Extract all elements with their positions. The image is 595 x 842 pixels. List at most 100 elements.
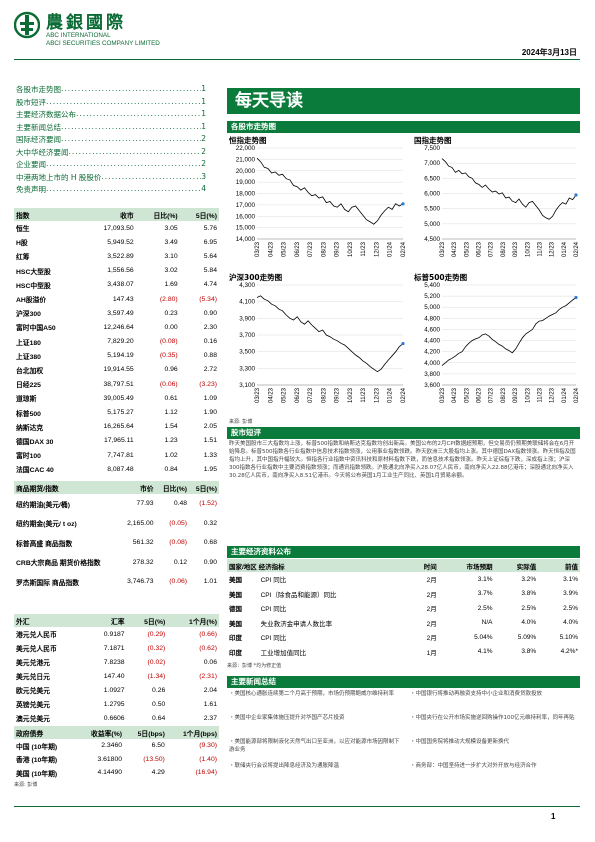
table-cell: 5.09%	[517, 633, 537, 641]
table-cell: 3.02	[164, 267, 178, 275]
y-tick-label: 4,300	[239, 282, 255, 289]
table-cell: (2.31)	[199, 672, 217, 680]
toc-leader: ........................................…	[46, 159, 201, 168]
x-tick-label: 08/23	[321, 241, 327, 257]
toc-item[interactable]: 大中华经济要闻.................................…	[16, 147, 206, 160]
toc-item[interactable]: 中港两地上市的 H 股股价...........................…	[16, 172, 206, 185]
y-tick-label: 3,500	[239, 349, 255, 356]
table-row: HSC大型股 1,556.56 3.02 5.84	[14, 264, 219, 278]
y-tick-label: 4,600	[424, 326, 440, 333]
x-tick-label: 02/24	[574, 241, 580, 257]
x-tick-label: 04/23	[268, 241, 274, 257]
table-cell: 沪深300	[16, 311, 41, 319]
table-cell: 印度	[229, 649, 242, 657]
table-row: 上证180 7,829.20 (0.08) 0.16	[14, 335, 219, 349]
x-tick-label: 12/23	[374, 241, 380, 257]
toc-page: 4	[201, 184, 206, 193]
y-tick-label: 3,300	[239, 365, 255, 372]
last-point	[574, 295, 578, 300]
toc-item[interactable]: 免责声明....................................…	[16, 184, 206, 197]
table-header: 指数 收市 日比(%) 5日(%)	[14, 208, 219, 221]
table-cell: 英镑兑美元	[16, 702, 50, 709]
table-row: 香港 (10年期) 3.61800 (13.50) (1.40)	[14, 753, 219, 767]
x-tick-label: 02/24	[574, 387, 580, 403]
econ-table: 国家/地区 经济指标 时间 市场预期 实际值 前值 美国 CPI 同比 2月 3.1% 3.2% 3…	[227, 559, 580, 669]
y-tick-label: 21,000	[236, 156, 256, 163]
x-tick-label: 03/23	[440, 387, 446, 403]
toc-title: 大中华经济要闻	[16, 147, 69, 157]
table-cell: 美国	[229, 620, 242, 628]
table-cell: CRB大宗商品 期货价格指数	[16, 560, 101, 568]
table-cell: 美元兑人民币	[16, 646, 57, 653]
table-cell: 1.09	[203, 394, 217, 402]
table-cell: 3.2%	[521, 575, 537, 583]
table-cell: 4.2%*	[560, 648, 578, 656]
table-cell: 5,194.19	[107, 352, 134, 360]
x-tick-label: 11/23	[361, 387, 367, 402]
news-item[interactable]: ・美国中企业家集体施压提升对华国产芯片投资	[229, 715, 345, 721]
column-header: 汇率	[110, 618, 125, 626]
table-cell: 0.88	[203, 352, 217, 360]
toc-item[interactable]: 主要经济数据公布................................…	[16, 109, 206, 122]
table-cell: CPI 同比	[260, 577, 287, 585]
header-divider	[14, 59, 580, 60]
toc-item[interactable]: 股市短评....................................…	[16, 97, 206, 110]
table-row: 富时100 7,747.81 1.02 1.33	[14, 448, 219, 462]
table-cell: (1.52)	[199, 500, 217, 508]
table-cell: 7.8238	[103, 658, 125, 666]
market-commentary: 昨天美国股市三大指数均上涨，标普500指数和纳斯达克指数均创出新高。美国公布的2…	[229, 441, 576, 479]
table-cell: (0.35)	[159, 352, 178, 360]
table-cell: 7,747.81	[107, 451, 134, 459]
banner-title: 每天导读	[227, 88, 580, 114]
y-tick-label: 6,000	[424, 191, 440, 198]
series-line	[441, 297, 577, 366]
index-table: 指数 收市 日比(%) 5日(%) 恒生 17,093.50 3.05 5.76 H股 5,949…	[14, 208, 219, 476]
table-cell: 3.1%	[563, 575, 578, 583]
x-tick-label: 03/23	[440, 241, 446, 257]
table-row: 澳元兑美元 0.6606 0.64 2.37	[14, 711, 219, 725]
column-header: 市场预期	[466, 563, 493, 571]
toc-item[interactable]: 企业要闻....................................…	[16, 159, 206, 172]
news-item[interactable]: ・中国银行将推动再融资支持中小企业和消费贷款投放	[410, 691, 543, 697]
news-item[interactable]: ・美国核心通胀连续第二个月高于预期，市场仍预期鲍威尔维持利率	[229, 691, 395, 697]
chart-sp500: 标普500走势图 5,400 5,200 5,000 4,800 4,600 4,400 4,…	[412, 271, 580, 413]
table-row: 法国CAC 40 8,087.48 0.84 1.95	[14, 462, 219, 476]
table-row: 美国 (10年期) 4.14490 4.29 (16.94)	[14, 766, 219, 780]
toc-page: 2	[201, 146, 206, 156]
table-row: 纽约期金(美元/ t oz) 2,165.00 (0.05) 0.32	[14, 514, 219, 534]
bond-source: 来源: 彭博	[14, 781, 38, 788]
table-cell: 0.90	[203, 558, 217, 566]
toc-item[interactable]: 各股市走势图..................................…	[16, 84, 206, 97]
toc-item[interactable]: 国际经济要闻..................................…	[16, 134, 206, 147]
x-tick-label: 02/24	[401, 387, 407, 403]
table-cell: (0.08)	[159, 338, 178, 346]
table-row: 英镑兑美元 1.2795 0.50 1.61	[14, 697, 219, 711]
chart-title: 恒指走势图	[229, 135, 267, 145]
toc-leader: ........................................…	[76, 109, 202, 118]
table-cell: 失业救济金申请人数比率	[260, 620, 333, 628]
table-cell: 4.0%	[563, 619, 578, 627]
table-cell: 5,175.27	[107, 409, 134, 417]
chart-title: 沪深300走势图	[229, 272, 283, 282]
table-cell: 1.2795	[103, 700, 125, 708]
table-cell: 12,246.64	[103, 323, 134, 331]
news-item[interactable]: ・美国能源部将限制液化天然气出口至亚洲，以应对能源市场因限制下游业务	[229, 739, 400, 753]
y-tick-label: 7,000	[424, 160, 440, 167]
y-tick-label: 4,100	[239, 299, 255, 306]
last-point	[401, 341, 405, 346]
x-tick-label: 06/23	[295, 241, 301, 257]
news-item[interactable]: ・中国央行在公开市场实施逆回购操作100亿元维持利率，同年再贴	[410, 715, 575, 721]
news-item[interactable]: ・商务部：中国坚持进一步扩大对外开放与经济合作	[410, 763, 537, 769]
table-cell: 2.37	[203, 714, 217, 722]
x-tick-label: 01/24	[562, 241, 568, 257]
table-cell: 港元兑人民币	[16, 632, 57, 639]
x-tick-label: 11/23	[361, 241, 367, 256]
news-item[interactable]: ・中国国务院将推动大规模设备更新换代	[410, 739, 510, 745]
toc-item[interactable]: 主要新闻总结..................................…	[16, 122, 206, 135]
y-tick-label: 14,000	[236, 236, 256, 243]
table-cell: 台北加权	[16, 367, 44, 375]
series-line	[256, 295, 404, 373]
y-tick-label: 3,600	[424, 382, 440, 389]
news-item[interactable]: ・联储央行会议将提出降息经济及为通胀降温	[229, 763, 340, 769]
table-cell: 6.50	[151, 742, 165, 750]
